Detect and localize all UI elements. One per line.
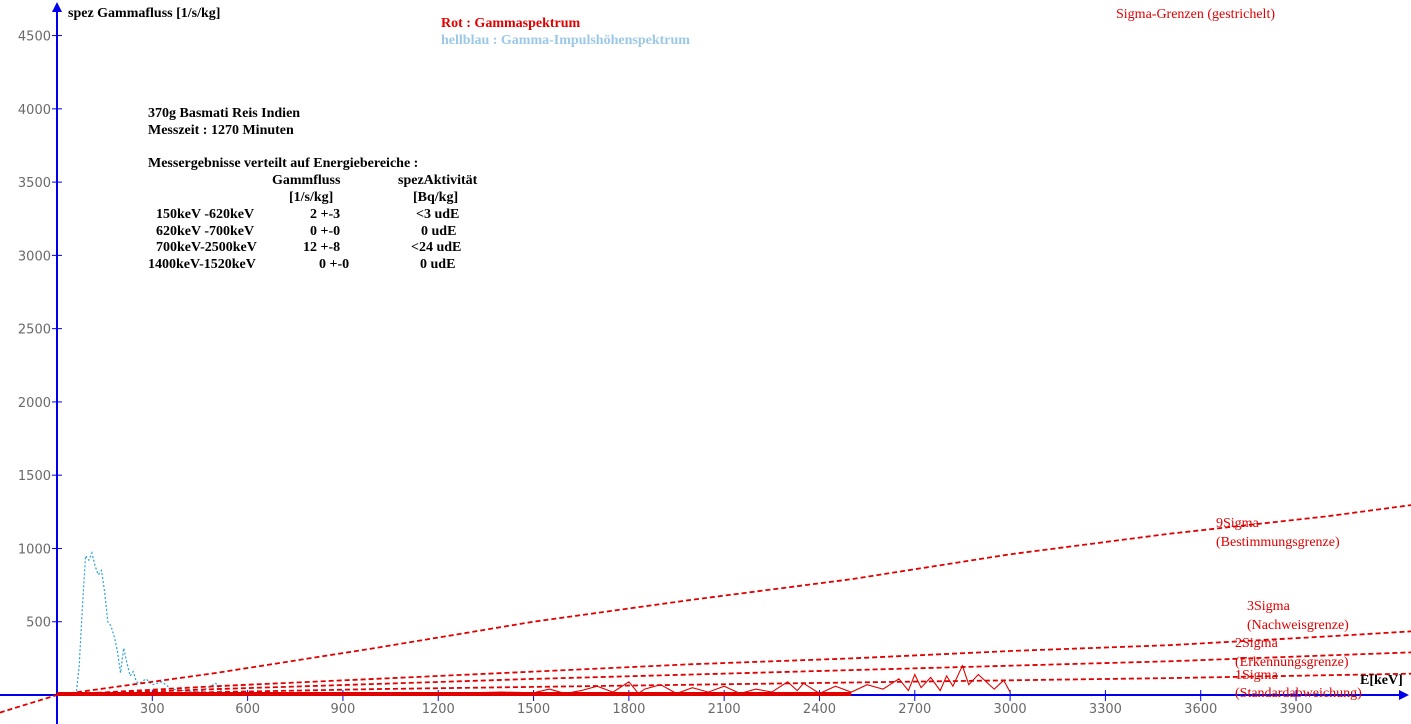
series-1sigma — [56, 672, 1411, 696]
series-3sigma — [56, 630, 1411, 696]
range-label: 1400keV-1520keV — [148, 257, 256, 273]
x-tick-label: 1800 — [612, 702, 645, 717]
annotation-9sigma-desc: (Bestimmungsgrenze) — [1216, 535, 1340, 550]
y-tick-label: 3000 — [18, 249, 51, 264]
x-tick-label: 2100 — [708, 702, 741, 717]
activity-value: 0 udE — [420, 257, 456, 273]
legend-red: Rot : Gammaspektrum — [441, 16, 581, 31]
col-flux-header: Gammfluss — [272, 173, 341, 189]
range-label: 700keV-2500keV — [156, 240, 257, 256]
y-tick-label: 500 — [26, 616, 51, 631]
annotation-1sigma-desc: (Standardabweichung) — [1235, 686, 1362, 701]
activity-value: <3 udE — [416, 206, 460, 222]
x-tick-label: 600 — [235, 702, 260, 717]
x-tick-label: 2400 — [803, 702, 836, 717]
y-axis-arrow — [52, 2, 62, 12]
col-flux-unit: [1/s/kg] — [289, 189, 334, 205]
activity-value: <24 udE — [411, 240, 462, 256]
x-tick-label: 3000 — [994, 702, 1027, 717]
annotation-3sigma-desc: (Nachweisgrenze) — [1247, 618, 1349, 633]
y-tick-label: 4000 — [18, 103, 51, 118]
series-2sigma — [56, 651, 1411, 696]
range-label: 620keV -700keV — [156, 223, 255, 239]
x-tick-label: 300 — [140, 702, 165, 717]
x-axis-title: E[keV] — [1360, 673, 1403, 688]
x-tick-label: 3900 — [1279, 702, 1312, 717]
annotation-2sigma-desc: (Erkennungsgrenze) — [1235, 655, 1349, 670]
x-tick-label: 1200 — [422, 702, 455, 717]
x-tick-label: 3600 — [1184, 702, 1217, 717]
y-tick-label: 3500 — [18, 176, 51, 191]
annotation-3sigma: 3Sigma — [1247, 599, 1291, 614]
annotation-9sigma: 9Sigma — [1216, 516, 1260, 531]
series-9sigma — [0, 504, 1411, 714]
x-tick-label: 1500 — [517, 702, 550, 717]
col-activity-header: spezAktivität — [398, 173, 478, 189]
flux-value: 0 +-0 — [319, 257, 350, 273]
annotation-1sigma: 1Sigma — [1235, 668, 1279, 683]
y-axis-title: spez Gammafluss [1/s/kg] — [68, 6, 220, 21]
x-tick-label: 900 — [331, 702, 356, 717]
x-tick-label: 3300 — [1089, 702, 1122, 717]
measurement-time: Messzeit : 1270 Minuten — [148, 122, 294, 138]
y-tick-label: 4500 — [18, 30, 51, 45]
x-tick-label: 2700 — [898, 702, 931, 717]
activity-value: 0 udE — [421, 223, 457, 239]
results-heading: Messergebnisse verteilt auf Energieberei… — [148, 156, 419, 172]
range-label: 150keV -620keV — [156, 206, 255, 222]
y-tick-label: 2500 — [18, 323, 51, 338]
x-axis-arrow — [1399, 690, 1409, 700]
annotation-2sigma: 2Sigma — [1235, 636, 1279, 651]
legend-lightblue: hellblau : Gamma-Impulshöhenspektrum — [441, 33, 690, 48]
flux-value: 0 +-0 — [310, 223, 341, 239]
legend-sigma: Sigma-Grenzen (gestrichelt) — [1116, 7, 1275, 22]
y-tick-label: 1000 — [18, 542, 51, 557]
y-tick-label: 2000 — [18, 396, 51, 411]
sample-name: 370g Basmati Reis Indien — [148, 106, 301, 121]
y-tick-label: 1500 — [18, 469, 51, 484]
flux-value: 12 +-8 — [303, 240, 341, 256]
col-activity-unit: [Bq/kg] — [413, 189, 459, 205]
flux-value: 2 +-3 — [310, 206, 341, 222]
series-layer — [0, 504, 1411, 714]
